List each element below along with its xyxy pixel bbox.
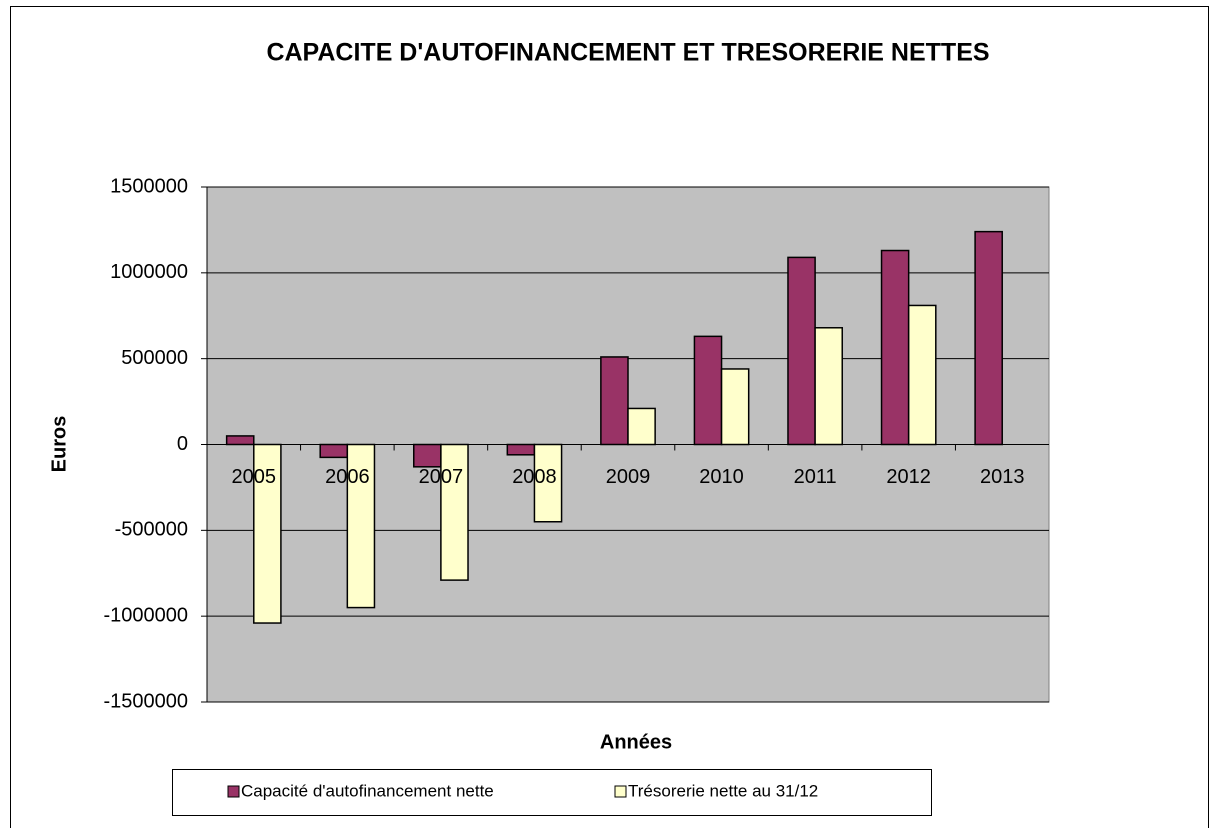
y-tick-label: -500000 bbox=[115, 519, 188, 541]
bar bbox=[720, 368, 750, 446]
x-tick-label: 2008 bbox=[512, 466, 557, 488]
y-tick-label: 1500000 bbox=[110, 175, 188, 197]
legend-swatch bbox=[614, 785, 627, 798]
y-tick-label: 1000000 bbox=[110, 261, 188, 283]
bar bbox=[225, 435, 255, 446]
y-tick-label: 0 bbox=[177, 433, 188, 455]
legend-label: Trésorerie nette au 31/12 bbox=[628, 781, 818, 800]
legend-label: Capacité d'autofinancement nette bbox=[241, 781, 494, 800]
bar bbox=[413, 443, 442, 468]
y-axis-label: Euros bbox=[48, 416, 70, 473]
bar bbox=[253, 443, 282, 624]
bar bbox=[627, 407, 656, 446]
x-tick-label: 2005 bbox=[232, 466, 277, 488]
y-tick-label: -1500000 bbox=[103, 690, 188, 712]
x-axis-label: Années bbox=[600, 731, 672, 753]
x-tick-label: 2010 bbox=[699, 466, 744, 488]
bar bbox=[440, 443, 469, 581]
x-tick-label: 2006 bbox=[325, 466, 370, 488]
bar bbox=[693, 335, 723, 446]
bar bbox=[974, 230, 1003, 446]
bar bbox=[319, 443, 349, 459]
bar bbox=[346, 443, 376, 609]
bar bbox=[907, 304, 937, 446]
y-tick-label: 500000 bbox=[121, 347, 188, 369]
bar bbox=[814, 327, 843, 446]
x-tick-label: 2007 bbox=[419, 466, 464, 488]
bar bbox=[506, 443, 536, 456]
x-tick-label: 2011 bbox=[794, 466, 837, 488]
bar bbox=[880, 249, 910, 446]
chart-title: CAPACITE D'AUTOFINANCEMENT ET TRESORERIE… bbox=[266, 39, 989, 67]
bar bbox=[600, 356, 629, 446]
x-tick-label: 2012 bbox=[886, 466, 931, 488]
x-tick-label: 2009 bbox=[606, 466, 651, 488]
bar bbox=[787, 256, 816, 446]
x-tick-label: 2013 bbox=[980, 466, 1025, 488]
legend-box bbox=[172, 769, 932, 816]
legend-swatch bbox=[227, 785, 240, 798]
y-tick-label: -1000000 bbox=[103, 604, 188, 626]
